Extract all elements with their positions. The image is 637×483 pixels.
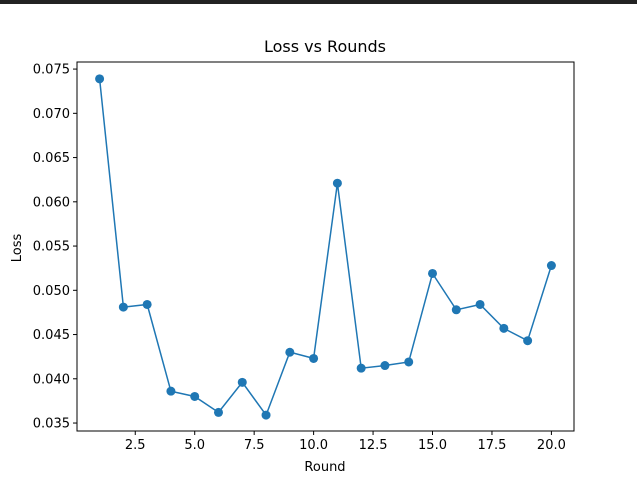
chart-title: Loss vs Rounds [264, 37, 386, 56]
loss-data-point [118, 302, 128, 312]
window-top-bar [0, 0, 637, 4]
loss-data-point [475, 299, 485, 309]
loss-data-point [356, 363, 366, 373]
plot-area-frame [76, 61, 575, 432]
loss-data-point [332, 178, 342, 188]
x-tick-label: 12.5 [359, 438, 388, 453]
loss-series-line [98, 78, 553, 417]
y-tick-label: 0.045 [33, 328, 70, 343]
y-tick-label: 0.070 [33, 107, 70, 122]
y-tick-label: 0.040 [33, 372, 70, 387]
y-tick-label: 0.050 [33, 284, 70, 299]
y-axis-ticks: 0.035 0.040 0.045 0.050 0.055 0.060 0.065 0.070… [33, 63, 77, 432]
y-axis-label: Loss [10, 234, 25, 263]
loss-data-point [546, 261, 556, 271]
y-tick-label: 0.075 [33, 63, 70, 78]
x-tick-label: 10.0 [299, 438, 328, 453]
loss-series [95, 74, 556, 420]
loss-data-point [285, 347, 295, 357]
loss-data-point [142, 299, 152, 309]
x-tick-label: 17.5 [477, 438, 506, 453]
y-tick-label: 0.035 [33, 417, 70, 432]
loss-data-point [261, 410, 271, 420]
y-tick-label: 0.065 [33, 151, 70, 166]
loss-data-point [451, 305, 461, 315]
loss-data-point [213, 407, 223, 417]
loss-data-point [237, 377, 247, 387]
y-tick-label: 0.060 [33, 195, 70, 210]
loss-data-point [190, 391, 200, 401]
loss-data-point [309, 353, 319, 363]
loss-data-point [166, 386, 176, 396]
loss-data-point [428, 268, 438, 278]
x-axis-ticks: 2.5 5.0 7.5 10.0 12.5 15.0 17.5 20.0 [125, 431, 566, 453]
loss-data-point [523, 336, 533, 346]
loss-data-point [499, 323, 509, 333]
x-tick-label: 15.0 [418, 438, 447, 453]
x-tick-label: 2.5 [125, 438, 146, 453]
x-tick-label: 20.0 [537, 438, 566, 453]
loss-data-point [380, 361, 390, 371]
y-tick-label: 0.055 [33, 240, 70, 255]
loss-data-point [95, 74, 105, 84]
x-tick-label: 7.5 [244, 438, 265, 453]
x-tick-label: 5.0 [184, 438, 205, 453]
x-axis-label: Round [304, 460, 345, 475]
loss-data-point [404, 357, 414, 367]
